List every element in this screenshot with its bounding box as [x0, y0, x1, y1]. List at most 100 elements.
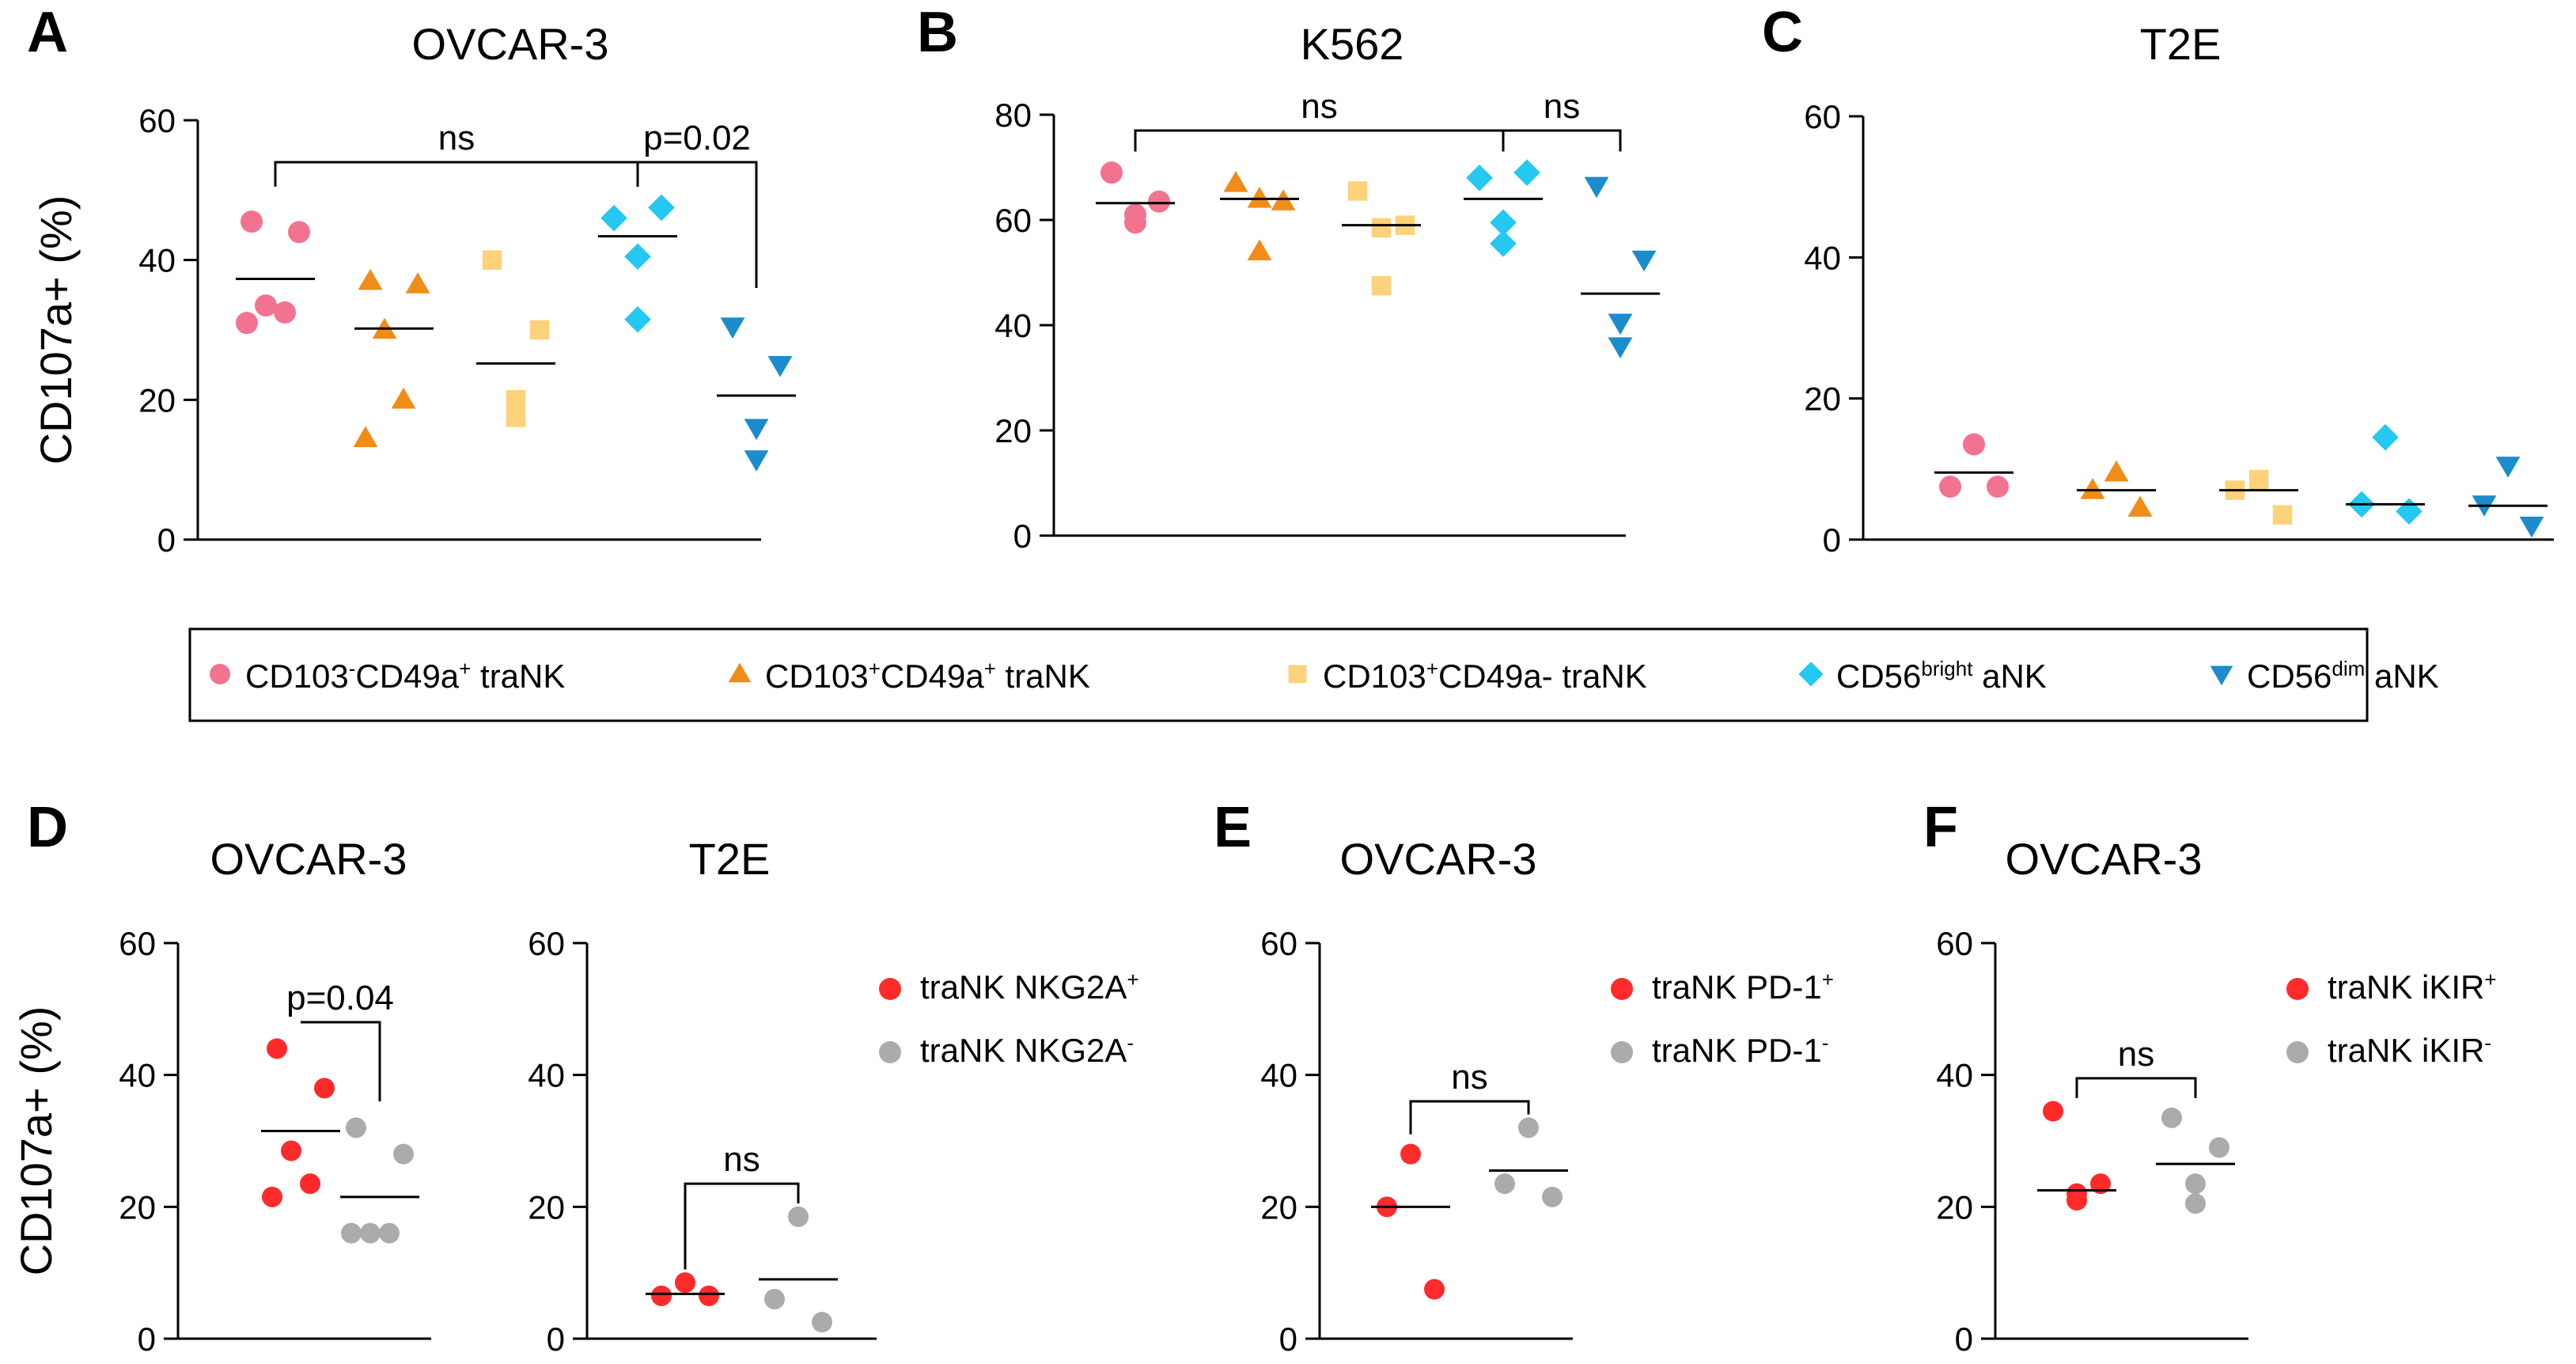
data-point	[2248, 469, 2269, 490]
y-tick-label: 20	[994, 412, 1032, 449]
data-point	[720, 317, 745, 339]
data-point	[624, 305, 651, 333]
data-point	[767, 355, 793, 377]
legend-text: CD103	[1323, 657, 1426, 695]
significance-label: ns	[2118, 1035, 2154, 1074]
data-point	[341, 1222, 362, 1244]
data-point	[648, 194, 675, 222]
data-point	[788, 1206, 809, 1227]
data-point	[744, 450, 769, 472]
y-tick-label: 0	[1823, 521, 1841, 559]
significance-bracket	[1502, 129, 1622, 152]
chart-title: OVCAR-3	[210, 834, 407, 884]
legend-text: traNK iKIR	[2328, 968, 2484, 1006]
legend-superscript: -	[2484, 1031, 2491, 1055]
significance-bracket	[2075, 1077, 2197, 1098]
legend-text: CD103	[765, 657, 869, 695]
panel-letter: A	[27, 1, 68, 64]
legend-marker	[879, 1041, 901, 1063]
y-tick-label: 40	[1804, 239, 1841, 276]
data-point	[1124, 211, 1146, 234]
chart-panel-D: D OVCAR-3 0 20 40 60 CD107a+ (%) p=0.04	[11, 796, 431, 1358]
legend-label: CD103-CD49a+ traNK	[245, 657, 565, 695]
significance-label: ns	[1544, 87, 1580, 126]
legend-text: traNK NKG2A	[920, 968, 1127, 1006]
data-point	[1608, 337, 1633, 359]
data-point	[1371, 218, 1392, 238]
data-point	[1424, 1279, 1445, 1300]
data-point	[1347, 181, 1368, 201]
data-point	[600, 204, 627, 232]
legend-text: CD49a	[355, 657, 459, 695]
legend-marker	[2286, 1041, 2309, 1063]
significance-bracket	[684, 1182, 800, 1270]
data-point	[2209, 1137, 2229, 1158]
significance-label: ns	[438, 119, 475, 157]
data-point	[241, 210, 263, 233]
data-point	[353, 426, 378, 448]
legend-text: CD56	[2247, 657, 2332, 695]
legend-label: CD103+CD49a+ traNK	[765, 657, 1090, 695]
panel-letter: B	[917, 1, 958, 64]
y-tick-label: 20	[528, 1188, 565, 1226]
y-tick-label: 40	[1260, 1057, 1297, 1094]
legend-text: traNK PD-1	[1652, 968, 1822, 1006]
y-tick-label: 80	[994, 97, 1032, 134]
legend-label: traNK PD-1-	[1652, 1031, 1828, 1069]
data-point	[1963, 433, 1985, 456]
data-point	[288, 221, 310, 244]
legend-text: traNK NKG2A	[920, 1032, 1127, 1069]
panel-letter: D	[27, 796, 68, 859]
data-point	[482, 250, 502, 270]
data-point	[274, 301, 296, 324]
data-point	[1247, 239, 1272, 261]
legend-superscript: bright	[1921, 657, 1973, 680]
y-tick-label: 60	[1804, 98, 1841, 135]
chart-title: T2E	[689, 834, 771, 884]
chart-panel-B: B K562 0 20 40 60 80 ns ns	[917, 1, 1660, 555]
significance-label: ns	[723, 1140, 760, 1179]
y-tick-label: 20	[1260, 1188, 1297, 1226]
legend-marker	[210, 664, 230, 684]
chart-panel-C: C T2E 0 20 40 60	[1762, 1, 2554, 559]
y-tick-label: 0	[138, 1320, 156, 1358]
legend-marker	[1611, 1041, 1633, 1063]
data-point	[675, 1272, 695, 1294]
data-point	[2396, 498, 2423, 525]
legend-superscript: +	[1822, 968, 1834, 991]
legend-text: traNK iKIR	[2328, 1032, 2484, 1069]
data-point	[262, 1186, 282, 1207]
legend-label: traNK iKIR-	[2328, 1031, 2491, 1069]
y-tick-label: 20	[138, 381, 176, 419]
significance-label: p=0.02	[643, 119, 751, 157]
legend-text: aNK	[1972, 657, 2046, 695]
data-point	[744, 419, 769, 441]
data-point	[267, 1038, 287, 1059]
legend-marker	[879, 978, 901, 1000]
data-point	[624, 243, 651, 271]
chart-title: T2E	[2140, 19, 2222, 69]
legend-superscript: +	[2484, 968, 2496, 991]
legend-label: CD56bright aNK	[1836, 657, 2047, 695]
legend-superscript: -	[349, 657, 356, 680]
chart-panel-A: A OVCAR-3 0 20 40 60 CD107a+ (%) ns p=0.02	[27, 1, 796, 559]
y-tick-label: 60	[1936, 925, 1973, 962]
y-tick-label: 60	[1260, 925, 1297, 962]
panel-letter: E	[1214, 796, 1252, 859]
data-point	[2080, 478, 2105, 499]
significance-bracket	[1409, 1100, 1530, 1135]
y-axis-label: CD107a+ (%)	[31, 195, 81, 465]
data-point	[1542, 1186, 1563, 1207]
legend-text: traNK	[471, 657, 565, 695]
data-point	[2127, 495, 2153, 517]
y-tick-label: 40	[1936, 1057, 1973, 1094]
data-point	[405, 272, 430, 294]
data-point	[506, 390, 526, 410]
data-point	[314, 1078, 335, 1099]
legend-text: CD103	[245, 657, 349, 695]
y-tick-label: 0	[157, 521, 176, 559]
legend-label: traNK NKG2A-	[920, 1031, 1134, 1069]
data-point	[1631, 250, 1657, 272]
